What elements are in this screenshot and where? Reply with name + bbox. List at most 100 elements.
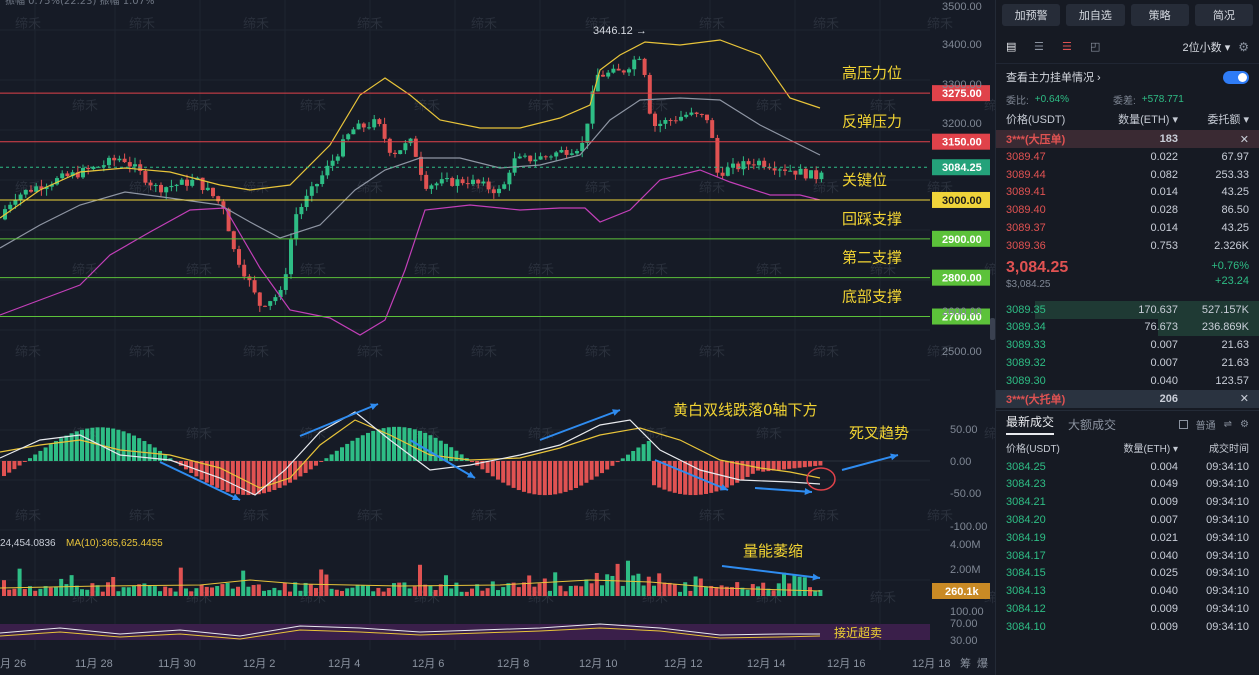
watermark: 缔禾 <box>984 426 995 442</box>
candle-layout-icon[interactable]: ▤ <box>1006 40 1017 53</box>
candle-up <box>179 179 184 185</box>
chart-canvas[interactable]: 缔禾缔禾缔禾缔禾缔禾缔禾缔禾缔禾缔禾缔禾缔禾缔禾缔禾缔禾缔禾缔禾缔禾缔禾缔禾缔禾… <box>0 0 995 675</box>
volume-bar-down <box>178 567 183 596</box>
ratio-label: 委比: <box>1006 95 1029 107</box>
macd-bar-up <box>80 429 84 461</box>
volume-bar-down <box>438 584 443 596</box>
volume-bar-down <box>522 582 526 596</box>
gear-icon[interactable]: ⚙ <box>1240 418 1249 430</box>
ask-wall-row[interactable]: 3***(大压单) 183 ✕ <box>996 130 1259 148</box>
amount-header[interactable]: 委托额 ▾ <box>1207 114 1249 126</box>
trade-qty: 0.007 <box>1150 514 1178 527</box>
candle-up <box>330 160 335 166</box>
macd-bar-down <box>657 461 662 488</box>
qty-header[interactable]: 数量(ETH) ▾ <box>1118 114 1178 126</box>
ask-row[interactable]: 3089.36 0.753 2.326K <box>996 237 1259 255</box>
volume-bar-up <box>173 591 178 596</box>
candle-down <box>127 162 132 167</box>
macd-dif-line <box>0 411 821 496</box>
ask-layout-icon[interactable]: ☰ <box>1062 40 1072 53</box>
trade-price: 3084.15 <box>1006 567 1046 580</box>
watermark: 缔禾 <box>243 180 269 196</box>
bid-layout-icon[interactable]: ☰ <box>1034 40 1044 53</box>
macd-bar-down <box>553 461 558 495</box>
candle-down <box>200 177 205 191</box>
watermark: 缔禾 <box>471 344 497 360</box>
ask-row[interactable]: 3089.40 0.028 86.50 <box>996 201 1259 219</box>
qty-cell: 0.007 <box>1150 357 1178 370</box>
candle-up <box>13 200 18 205</box>
ask-row[interactable]: 3089.44 0.082 253.33 <box>996 166 1259 184</box>
watermark: 缔禾 <box>528 262 554 278</box>
volume-bar-down <box>12 588 17 596</box>
watermark: 缔禾 <box>243 344 269 360</box>
bid-row[interactable]: 3089.33 0.007 21.63 <box>996 336 1259 354</box>
candle-down <box>673 120 678 122</box>
macd-bar-down <box>615 461 620 463</box>
trade-qty: 0.004 <box>1150 460 1178 473</box>
price-cell: 3089.44 <box>1006 168 1046 181</box>
ask-row[interactable]: 3089.47 0.022 67.97 <box>996 148 1259 166</box>
volume-bar-down <box>589 583 594 596</box>
bid-row[interactable]: 3089.32 0.007 21.63 <box>996 354 1259 372</box>
add-watchlist-button[interactable]: 加自选 <box>1066 4 1125 26</box>
candle-up <box>133 164 137 167</box>
macd-bar-down <box>532 461 537 495</box>
ask-row[interactable]: 3089.37 0.014 43.25 <box>996 219 1259 237</box>
both-layout-icon[interactable]: ◰ <box>1090 40 1101 53</box>
candle-up <box>684 114 689 117</box>
precision-select[interactable]: 2位小数 ▾ <box>1182 41 1231 54</box>
add-alert-button[interactable]: 加预警 <box>1002 4 1061 26</box>
bid-row[interactable]: 3089.30 0.040 123.57 <box>996 371 1259 390</box>
gear-icon[interactable]: ⚙ <box>1238 39 1249 54</box>
trade-row: 3084.23 0.049 09:34:10 <box>996 476 1259 494</box>
normal-checkbox[interactable] <box>1178 419 1188 429</box>
trade-time: 09:34:10 <box>1206 460 1249 473</box>
volume-bar-down <box>340 590 344 596</box>
close-icon[interactable]: ✕ <box>1239 393 1249 406</box>
trade-qty-header[interactable]: 数量(ETH) ▾ <box>1123 444 1178 456</box>
volume-bar-up <box>792 574 797 596</box>
volume-bar-up <box>652 585 656 596</box>
volume-bar-up <box>59 578 64 596</box>
tab-large-trades[interactable]: 大额成交 <box>1068 417 1117 432</box>
current-price-text: 3084.25 <box>942 162 982 174</box>
macd-bar-down <box>735 461 740 483</box>
ask-row[interactable]: 3089.41 0.014 43.25 <box>996 184 1259 202</box>
kline-chart[interactable]: 缔禾缔禾缔禾缔禾缔禾缔禾缔禾缔禾缔禾缔禾缔禾缔禾缔禾缔禾缔禾缔禾缔禾缔禾缔禾缔禾… <box>0 0 995 675</box>
watermark: 缔禾 <box>813 344 839 360</box>
volume-bar-down <box>314 588 318 596</box>
volume-bar-up <box>626 560 630 596</box>
volume-bar-up <box>121 587 126 596</box>
macd-bar-down <box>256 461 261 495</box>
candle-down <box>216 196 221 202</box>
bid-row[interactable]: 3089.35 170.637 527.157K <box>996 300 1259 319</box>
candle-up <box>575 151 579 154</box>
candle-down <box>263 305 267 307</box>
overview-button[interactable]: 简况 <box>1194 4 1253 26</box>
whale-orders-row[interactable]: 查看主力挂单情况 › <box>996 64 1259 90</box>
candle-up <box>637 58 642 60</box>
amount-cell: 253.33 <box>1215 168 1249 181</box>
price-cell: 3089.36 <box>1006 239 1046 252</box>
volume-bar-down <box>698 578 703 596</box>
volume-bar-down <box>730 587 734 596</box>
close-icon[interactable]: ✕ <box>1239 133 1249 146</box>
bid-wall-row[interactable]: 3***(大托单) 206 ✕ <box>996 389 1259 408</box>
whale-orders-toggle[interactable] <box>1223 70 1249 84</box>
candle-down <box>387 138 392 153</box>
macd-bar-down <box>537 461 542 495</box>
macd-bar-down <box>490 461 495 477</box>
volume-bar-up <box>678 591 682 596</box>
bid-wall-label: 3***(大托单) <box>1006 393 1066 406</box>
candle-up <box>283 274 288 290</box>
strategy-button[interactable]: 策略 <box>1130 4 1189 26</box>
bid-row[interactable]: 3089.34 76.673 236.869K <box>996 318 1259 337</box>
candle-up <box>190 179 195 186</box>
tab-latest-trades[interactable]: 最新成交 <box>1006 413 1055 436</box>
filter-icon[interactable]: ⇌ <box>1223 418 1233 430</box>
macd-bar-up <box>85 428 90 461</box>
trade-row: 3084.20 0.007 09:34:10 <box>996 511 1259 529</box>
macd-bar-down <box>230 461 235 494</box>
volume-bar-up <box>813 590 818 596</box>
